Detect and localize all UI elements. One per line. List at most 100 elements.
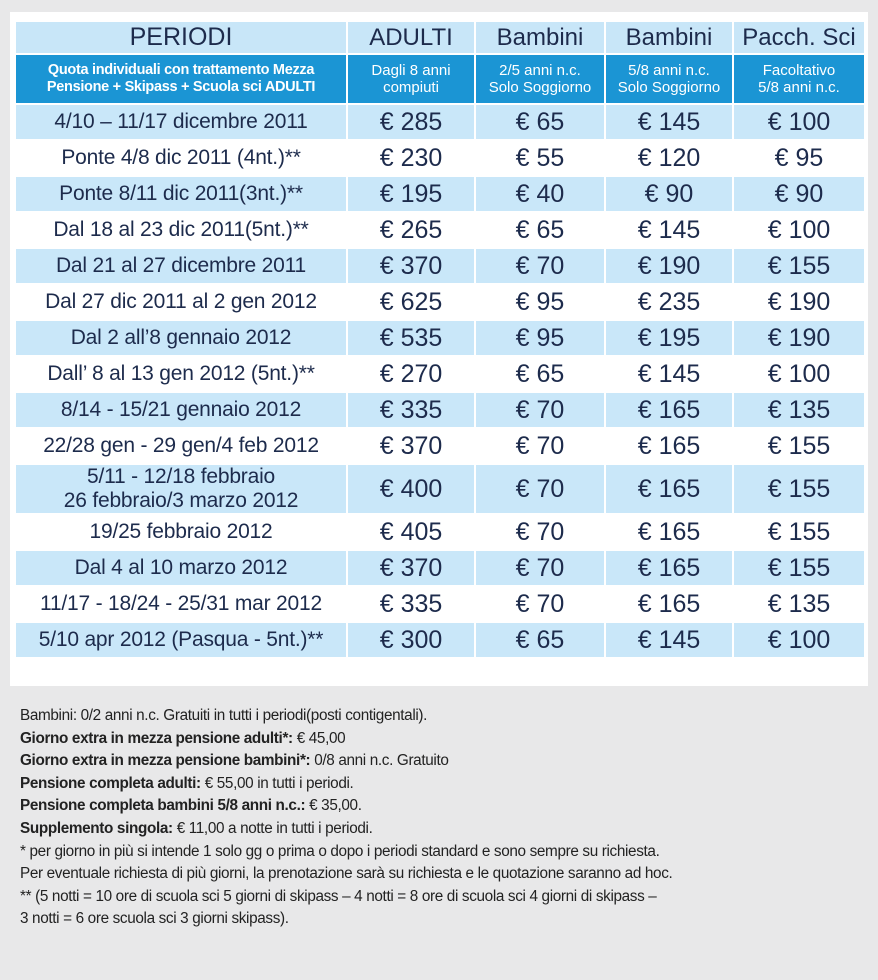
period-line: Dal 27 dic 2011 al 2 gen 2012 (45, 290, 317, 313)
period-line: 11/17 - 18/24 - 25/31 mar 2012 (40, 592, 322, 615)
period-line: Dal 4 al 10 marzo 2012 (74, 556, 288, 579)
price-cell: € 65 (474, 621, 606, 659)
note-line: Per eventuale richiesta di più giorni, l… (20, 863, 673, 886)
price-cell: € 135 (732, 391, 866, 429)
price-cell: € 165 (604, 513, 734, 551)
price-cell: € 155 (732, 247, 866, 285)
period-line: 19/25 febbraio 2012 (89, 520, 273, 543)
price-row: Dal 27 dic 2011 al 2 gen 2012 € 625 € 95 € … (14, 283, 866, 321)
price-row: Dal 4 al 10 marzo 2012 € 370 € 70 € 165 € 15… (14, 549, 866, 587)
note-text: 3 notti = 6 ore scuola sci 3 giorni skip… (20, 910, 289, 928)
price-cell: € 335 (346, 391, 476, 429)
period-line: Dal 21 al 27 dicembre 2011 (55, 254, 307, 277)
subtitle-line: Facoltativo (762, 62, 836, 79)
price-cell: € 70 (474, 513, 606, 551)
period-cell: Dal 21 al 27 dicembre 2011 (14, 247, 348, 285)
price-cell: € 100 (732, 211, 866, 249)
price-cell: € 145 (604, 355, 734, 393)
period-line: 26 febbraio/3 marzo 2012 (63, 489, 299, 512)
price-cell: € 270 (346, 355, 476, 393)
price-row: 8/14 - 15/21 gennaio 2012 € 335 € 70 € 165 €… (14, 391, 866, 429)
note-text: € 55,00 in tutti i periodi. (204, 774, 354, 792)
price-cell: € 370 (346, 427, 476, 465)
price-cell: € 40 (474, 175, 606, 213)
note-line: 3 notti = 6 ore scuola sci 3 giorni skip… (20, 908, 672, 931)
quota-line: Pensione + Skipass + Scuola sci ADULTI (46, 79, 316, 95)
note-label: Supplemento singola: (20, 819, 173, 837)
price-row: Dal 2 all’8 gennaio 2012 € 535 € 95 € 195 € … (14, 319, 866, 357)
price-cell: € 535 (346, 319, 476, 357)
period-cell: Ponte 4/8 dic 2011 (4nt.)** (14, 139, 348, 177)
period-cell: Dal 2 all’8 gennaio 2012 (14, 319, 348, 357)
note-text: 0/8 anni n.c. Gratuito (314, 752, 449, 770)
price-cell: € 190 (604, 247, 734, 285)
period-line: 5/10 apr 2012 (Pasqua - 5nt.)** (38, 628, 324, 651)
price-cell: € 65 (474, 355, 606, 393)
price-cell: € 155 (732, 463, 866, 515)
period-cell: 22/28 gen - 29 gen/4 feb 2012 (14, 427, 348, 465)
period-cell: Dall’ 8 al 13 gen 2012 (5nt.)** (14, 355, 348, 393)
price-cell: € 165 (604, 549, 734, 587)
price-cell: € 70 (474, 585, 606, 623)
price-cell: € 190 (732, 283, 866, 321)
period-line: Dall’ 8 al 13 gen 2012 (5nt.)** (47, 362, 315, 385)
price-table: PERIODI ADULTI Bambini Bambini Pacch. Sci Quo… (14, 20, 866, 659)
column-title: Pacch. Sci (732, 20, 866, 55)
price-cell: € 195 (346, 175, 476, 213)
price-cell: € 55 (474, 139, 606, 177)
subtitle-line: compiuti (383, 79, 439, 96)
price-cell: € 165 (604, 463, 734, 515)
price-cell: € 165 (604, 391, 734, 429)
column-subtitle: 5/8 anni n.c. Solo Soggiorno (604, 53, 734, 105)
price-cell: € 100 (732, 355, 866, 393)
period-line: Dal 18 al 23 dic 2011(5nt.)** (53, 218, 309, 241)
period-line: Dal 2 all’8 gennaio 2012 (70, 326, 292, 349)
price-cell: € 120 (604, 139, 734, 177)
period-cell: Dal 18 al 23 dic 2011(5nt.)** (14, 211, 348, 249)
price-cell: € 100 (732, 621, 866, 659)
price-cell: € 370 (346, 247, 476, 285)
subtitle-line: 5/8 anni n.c. (628, 62, 710, 79)
price-cell: € 145 (604, 621, 734, 659)
price-cell: € 65 (474, 211, 606, 249)
subtitle-line: Solo Soggiorno (488, 79, 592, 96)
subheader-row: Quota individuali con trattamento Mezza P… (14, 53, 866, 105)
period-line: Ponte 8/11 dic 2011(3nt.)** (59, 182, 303, 205)
period-cell: 5/11 - 12/18 febbraio 26 febbraio/3 marzo… (14, 463, 348, 515)
price-row: Dal 21 al 27 dicembre 2011 € 370 € 70 € 190… (14, 247, 866, 285)
price-cell: € 90 (604, 175, 734, 213)
period-line: Ponte 4/8 dic 2011 (4nt.)** (61, 146, 301, 169)
period-line: 22/28 gen - 29 gen/4 feb 2012 (43, 434, 319, 457)
price-cell: € 155 (732, 427, 866, 465)
price-cell: € 70 (474, 391, 606, 429)
note-label: Giorno extra in mezza pensione adulti*: (20, 729, 293, 747)
price-cell: € 235 (604, 283, 734, 321)
column-title: ADULTI (346, 20, 476, 55)
price-row: 22/28 gen - 29 gen/4 feb 2012 € 370 € 70 € … (14, 427, 866, 465)
price-cell: € 190 (732, 319, 866, 357)
period-line: 8/14 - 15/21 gennaio 2012 (60, 398, 302, 421)
period-cell: Dal 4 al 10 marzo 2012 (14, 549, 348, 587)
note-text: € 45,00 (296, 729, 346, 747)
price-cell: € 155 (732, 549, 866, 587)
price-row: Ponte 4/8 dic 2011 (4nt.)** € 230 € 55 € 12… (14, 139, 866, 177)
note-label: Pensione completa bambini 5/8 anni n.c.: (20, 797, 306, 815)
price-row: 5/11 - 12/18 febbraio 26 febbraio/3 marzo… (14, 463, 866, 515)
price-cell: € 155 (732, 513, 866, 551)
quota-header: Quota individuali con trattamento Mezza P… (14, 53, 348, 105)
price-cell: € 165 (604, 427, 734, 465)
note-line: Pensione completa bambini 5/8 anni n.c.:… (20, 795, 672, 818)
price-cell: € 195 (604, 319, 734, 357)
note-line: Bambini: 0/2 anni n.c. Gratuiti in tutti… (20, 705, 672, 728)
note-text: € 11,00 a notte in tutti i periodi. (176, 819, 373, 837)
column-subtitle: 2/5 anni n.c. Solo Soggiorno (474, 53, 606, 105)
price-row: 4/10 – 11/17 dicembre 2011 € 285 € 65 € 145… (14, 103, 866, 141)
price-row: 5/10 apr 2012 (Pasqua - 5nt.)** € 300 € 65… (14, 621, 866, 659)
period-cell: 5/10 apr 2012 (Pasqua - 5nt.)** (14, 621, 348, 659)
subtitle-line: 2/5 anni n.c. (499, 62, 581, 79)
price-cell: € 70 (474, 549, 606, 587)
price-cell: € 400 (346, 463, 476, 515)
price-cell: € 70 (474, 463, 606, 515)
period-cell: 8/14 - 15/21 gennaio 2012 (14, 391, 348, 429)
